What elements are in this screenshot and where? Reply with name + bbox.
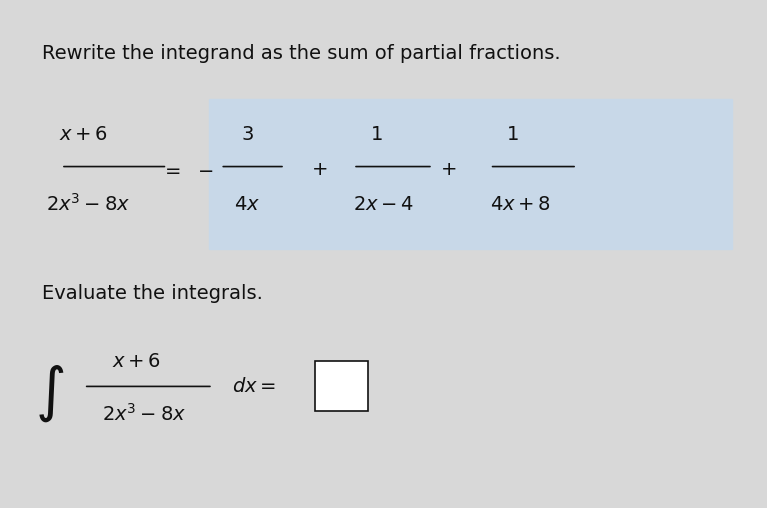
Text: $2x-4$: $2x-4$ — [353, 195, 414, 213]
Text: $\int$: $\int$ — [35, 364, 64, 424]
Text: $-$: $-$ — [197, 160, 213, 178]
Text: Evaluate the integrals.: Evaluate the integrals. — [42, 284, 263, 303]
Text: $1$: $1$ — [506, 124, 518, 144]
Text: Rewrite the integrand as the sum of partial fractions.: Rewrite the integrand as the sum of part… — [42, 44, 561, 63]
Text: $x+6$: $x+6$ — [113, 352, 162, 371]
Text: $2x^3-8x$: $2x^3-8x$ — [103, 403, 186, 425]
FancyBboxPatch shape — [315, 361, 368, 411]
Text: $+$: $+$ — [439, 160, 456, 178]
Text: $1$: $1$ — [370, 124, 382, 144]
Text: $2x^3-8x$: $2x^3-8x$ — [45, 193, 130, 215]
Text: $4x+8$: $4x+8$ — [489, 195, 551, 213]
Text: $=$: $=$ — [161, 160, 181, 178]
Text: $4x$: $4x$ — [234, 195, 260, 213]
FancyBboxPatch shape — [209, 99, 732, 249]
Text: $dx =$: $dx =$ — [232, 377, 276, 396]
Text: $+$: $+$ — [311, 160, 328, 178]
Text: $3$: $3$ — [241, 124, 253, 144]
Text: $x+6$: $x+6$ — [59, 124, 108, 144]
